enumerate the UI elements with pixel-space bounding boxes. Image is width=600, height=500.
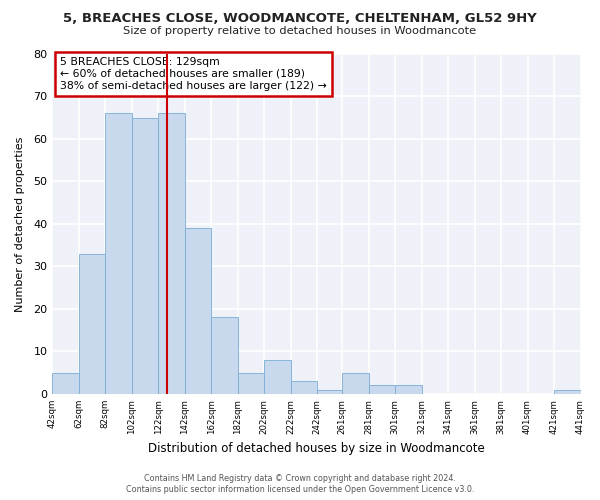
Text: 5 BREACHES CLOSE: 129sqm
← 60% of detached houses are smaller (189)
38% of semi-: 5 BREACHES CLOSE: 129sqm ← 60% of detach… <box>60 58 327 90</box>
Text: Size of property relative to detached houses in Woodmancote: Size of property relative to detached ho… <box>124 26 476 36</box>
Bar <box>158 114 185 394</box>
Bar <box>264 360 290 394</box>
Bar <box>185 228 211 394</box>
Bar <box>554 390 581 394</box>
Bar <box>290 381 317 394</box>
Bar <box>132 118 158 394</box>
Bar <box>368 386 395 394</box>
Y-axis label: Number of detached properties: Number of detached properties <box>15 136 25 312</box>
Bar <box>52 372 79 394</box>
Text: 5, BREACHES CLOSE, WOODMANCOTE, CHELTENHAM, GL52 9HY: 5, BREACHES CLOSE, WOODMANCOTE, CHELTENH… <box>63 12 537 26</box>
Text: Contains HM Land Registry data © Crown copyright and database right 2024.
Contai: Contains HM Land Registry data © Crown c… <box>126 474 474 494</box>
Bar <box>211 318 238 394</box>
Bar <box>317 390 342 394</box>
Bar <box>79 254 105 394</box>
Bar <box>395 386 422 394</box>
Bar <box>238 372 264 394</box>
Bar <box>105 114 132 394</box>
X-axis label: Distribution of detached houses by size in Woodmancote: Distribution of detached houses by size … <box>148 442 485 455</box>
Bar <box>342 372 368 394</box>
